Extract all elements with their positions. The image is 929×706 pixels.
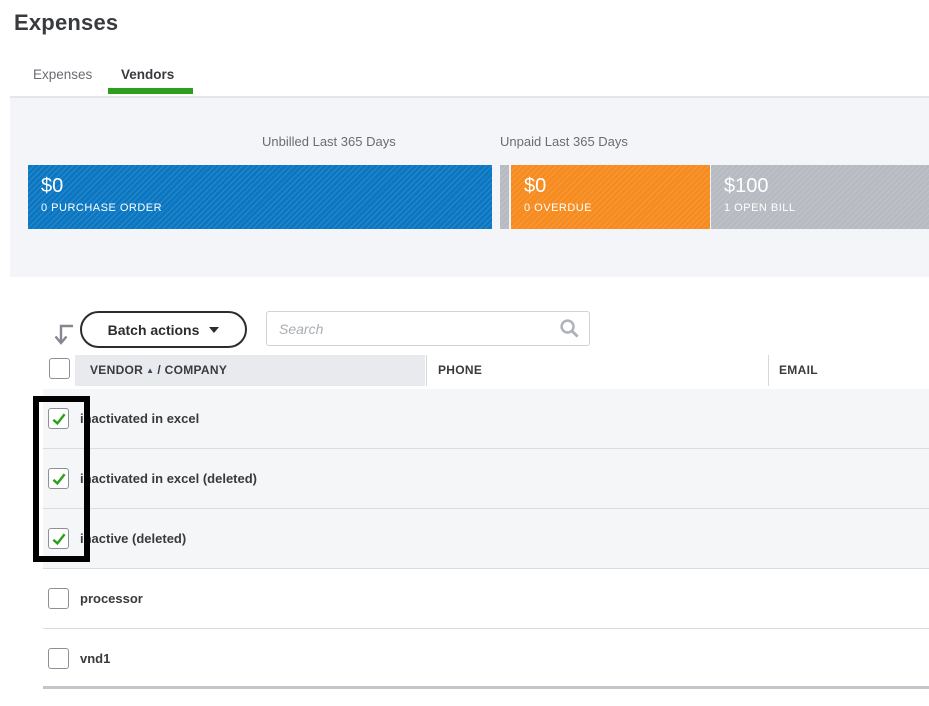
search-box bbox=[266, 311, 590, 346]
table-row[interactable]: inactivated in excel bbox=[43, 389, 929, 449]
select-all-checkbox[interactable] bbox=[49, 358, 70, 379]
table-row[interactable]: vnd1 bbox=[43, 629, 929, 689]
vendor-name[interactable]: vnd1 bbox=[80, 651, 111, 666]
unpaid-group-label: Unpaid Last 365 Days bbox=[500, 134, 628, 149]
sort-ascending-icon: ▲ bbox=[146, 366, 155, 375]
segment-amount: $0 bbox=[41, 175, 64, 197]
segment-overdue[interactable]: $0 0 OVERDUE bbox=[511, 165, 710, 229]
table-row[interactable]: processor bbox=[43, 569, 929, 629]
page-title: Expenses bbox=[14, 10, 119, 35]
vendor-name[interactable]: processor bbox=[80, 591, 143, 606]
column-header-vendor-company[interactable]: VENDOR ▲ / COMPANY bbox=[75, 355, 425, 386]
segment-purchase-orders[interactable]: $0 0 PURCHASE ORDER bbox=[28, 165, 492, 229]
column-header-phone: PHONE bbox=[426, 355, 768, 386]
row-checkbox[interactable] bbox=[48, 588, 69, 609]
segment-caption: 0 PURCHASE ORDER bbox=[41, 202, 163, 214]
table-row[interactable]: inactivated in excel (deleted) bbox=[43, 449, 929, 509]
vendor-name[interactable]: inactivated in excel bbox=[80, 411, 200, 426]
vendor-name[interactable]: inactivated in excel (deleted) bbox=[80, 471, 258, 486]
segment-open-bills[interactable]: $100 1 OPEN BILL bbox=[711, 165, 929, 229]
segment-caption: 1 OPEN BILL bbox=[724, 202, 796, 214]
search-input[interactable] bbox=[266, 311, 590, 346]
row-checkbox[interactable] bbox=[48, 648, 69, 669]
company-header-label: / COMPANY bbox=[157, 363, 228, 377]
unpaid-bar-start-sliver bbox=[500, 165, 509, 229]
column-header-email: EMAIL bbox=[768, 355, 929, 386]
tab-expenses[interactable]: Expenses bbox=[33, 67, 93, 82]
segment-amount: $0 bbox=[524, 175, 547, 197]
vendor-table-body: inactivated in excel inactivated in exce… bbox=[43, 389, 929, 689]
unbilled-group-label: Unbilled Last 365 Days bbox=[262, 134, 396, 149]
row-checkbox[interactable] bbox=[48, 528, 69, 549]
table-row[interactable]: inactive (deleted) bbox=[43, 509, 929, 569]
arrow-down-icon[interactable] bbox=[52, 321, 76, 349]
segment-caption: 0 OVERDUE bbox=[524, 202, 593, 214]
active-tab-underline bbox=[108, 88, 193, 94]
segment-amount: $100 bbox=[724, 175, 769, 197]
row-checkbox[interactable] bbox=[48, 408, 69, 429]
money-bar-section: Unbilled Last 365 Days Unpaid Last 365 D… bbox=[10, 96, 929, 277]
row-checkbox[interactable] bbox=[48, 468, 69, 489]
vendor-header-label: VENDOR bbox=[90, 363, 144, 377]
batch-actions-label: Batch actions bbox=[107, 321, 200, 338]
batch-actions-button[interactable]: Batch actions bbox=[80, 311, 247, 348]
chevron-down-icon bbox=[209, 326, 220, 333]
tab-vendors[interactable]: Vendors bbox=[121, 67, 175, 82]
vendor-name[interactable]: inactive (deleted) bbox=[80, 531, 187, 546]
